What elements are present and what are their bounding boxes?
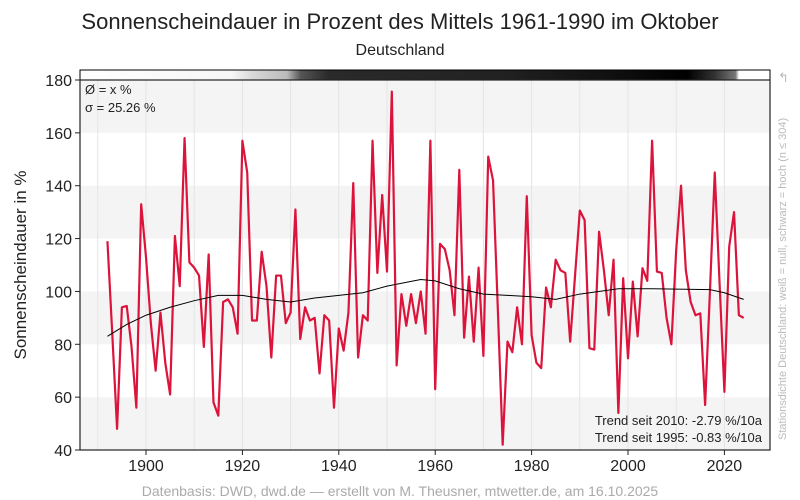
density-arrow-icon: ↰: [778, 71, 789, 86]
trend-1995-label: Trend seit 1995: -0.83 %/10a: [595, 430, 763, 445]
density-note: Stationsdichte Deutschland: weiß = null,…: [777, 118, 789, 440]
plot-frame: [79, 79, 771, 451]
x-tick-label: 1960: [417, 458, 453, 475]
moving-average-line: [107, 279, 744, 337]
y-tick-label: 120: [45, 232, 72, 249]
y-tick-label: 60: [54, 390, 72, 407]
x-tick-label: 1980: [514, 458, 550, 475]
station-density-bar: [79, 69, 771, 81]
x-axis: 1900 1920 1940 1960 1980 2000 2020: [128, 450, 742, 475]
y-tick-label: 80: [54, 337, 72, 354]
trend-2010-label: Trend seit 2010: -2.79 %/10a: [595, 413, 763, 428]
y-axis: 40 60 80 100 120 140 160 180: [45, 73, 80, 460]
chart-title: Sonnenscheindauer in Prozent des Mittels…: [81, 9, 718, 34]
chart-subtitle: Deutschland: [356, 42, 445, 59]
x-tick-label: 2020: [707, 458, 743, 475]
mean-label: Ø = x %: [85, 82, 132, 97]
x-tick-label: 1940: [321, 458, 357, 475]
y-tick-label: 100: [45, 284, 72, 301]
y-tick-label: 140: [45, 179, 72, 196]
grid-band: [80, 80, 770, 133]
series-layer: [106, 90, 745, 446]
y-axis-label: Sonnenscheindauer in %: [11, 170, 30, 359]
grid-band: [80, 397, 770, 450]
y-tick-label: 180: [45, 73, 72, 90]
y-tick-label: 160: [45, 126, 72, 143]
footer-credit: Datenbasis: DWD, dwd.de — erstellt von M…: [142, 483, 659, 499]
grid-bands: [80, 80, 770, 450]
y-tick-label: 40: [54, 443, 72, 460]
x-tick-label: 1900: [128, 458, 164, 475]
sunshine-series-line: [106, 90, 745, 446]
x-tick-label: 2000: [610, 458, 646, 475]
x-tick-label: 1920: [225, 458, 261, 475]
sigma-label: σ = 25.26 %: [85, 100, 156, 115]
